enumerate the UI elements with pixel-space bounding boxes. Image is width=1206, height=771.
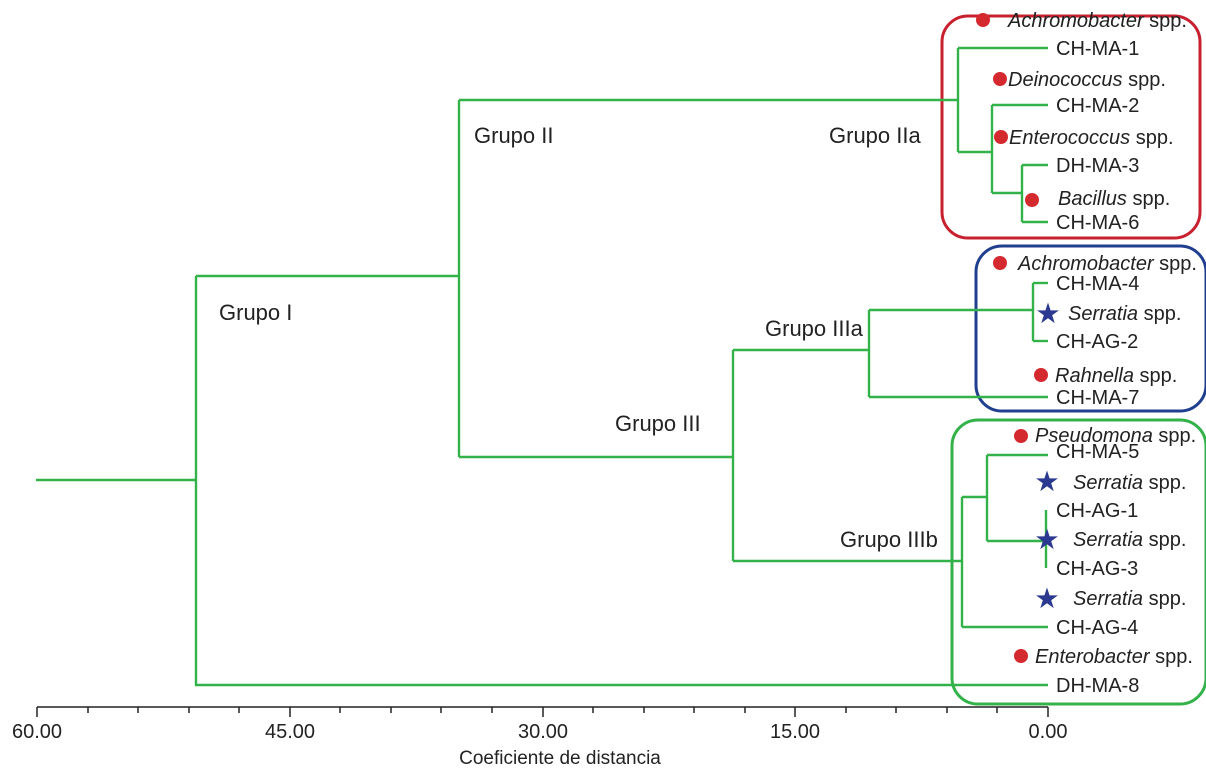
species-label: Serratia spp. xyxy=(1073,588,1186,610)
strain-label: DH-MA-8 xyxy=(1056,675,1139,697)
node-IIa-sub xyxy=(958,105,994,193)
red-dot-icon xyxy=(993,72,1007,86)
red-dot-icon xyxy=(1034,368,1048,382)
node-grupo-IIIb xyxy=(733,497,964,627)
strain-label: CH-MA-7 xyxy=(1056,387,1139,409)
node-grupo-II-III xyxy=(196,100,461,457)
red-dot-icon xyxy=(1014,649,1028,663)
species-label: Achromobacter spp. xyxy=(1017,253,1197,275)
strain-label: CH-AG-2 xyxy=(1056,331,1138,353)
red-dot-icon xyxy=(976,13,990,27)
species-label: Serratia spp. xyxy=(1073,529,1186,551)
axis-tick-label: 0.00 xyxy=(1029,721,1068,743)
species-label: Serratia spp. xyxy=(1073,472,1186,494)
genus-markers xyxy=(976,13,1059,663)
axis-title: Coeficiente de distancia xyxy=(459,748,661,769)
axis-tick-label: 45.00 xyxy=(265,721,315,743)
species-label: Deinococcus spp. xyxy=(1008,69,1166,91)
red-dot-icon xyxy=(993,256,1007,270)
group-label-II: Grupo II xyxy=(474,123,553,148)
axis-tick-label: 30.00 xyxy=(518,721,568,743)
node-IIa-subsub xyxy=(992,165,1024,222)
node-grupo-IIa xyxy=(459,48,960,152)
distance-axis xyxy=(36,706,1049,717)
axis-tick-label: 60.00 xyxy=(12,721,62,743)
strain-label: CH-AG-3 xyxy=(1056,558,1138,580)
strain-label: CH-AG-4 xyxy=(1056,617,1138,639)
group-box-IIa xyxy=(940,14,1202,240)
blue-star-icon xyxy=(1037,302,1059,324)
strain-label: CH-MA-1 xyxy=(1056,38,1139,60)
strain-label: CH-AG-1 xyxy=(1056,500,1138,522)
strain-label: CH-MA-5 xyxy=(1056,441,1139,463)
species-label: Pseudomona spp. xyxy=(1035,425,1196,447)
group-label-IIa: Grupo IIa xyxy=(829,123,921,148)
node-IIIb-subsub xyxy=(987,510,1048,568)
strain-label: CH-MA-6 xyxy=(1056,212,1139,234)
red-dot-icon xyxy=(1025,193,1039,207)
node-root xyxy=(194,276,1048,687)
node-IIIb-sub xyxy=(962,455,989,541)
strain-label: DH-MA-3 xyxy=(1056,155,1139,177)
blue-star-icon xyxy=(1036,528,1058,550)
tree-branches xyxy=(36,46,1048,687)
group-box-IIIa xyxy=(974,244,1206,413)
axis-tick-label: 15.00 xyxy=(770,721,820,743)
species-label: Rahnella spp. xyxy=(1055,365,1177,387)
group-label-III: Grupo III xyxy=(615,411,701,436)
red-dot-icon xyxy=(994,130,1008,144)
blue-star-icon xyxy=(1036,587,1058,609)
node-IIIa-sub xyxy=(869,283,1035,341)
node-grupo-IIIa xyxy=(733,310,871,397)
node-grupo-III xyxy=(459,350,735,561)
red-dot-icon xyxy=(1014,429,1028,443)
group-label-IIIb: Grupo IIIb xyxy=(840,527,938,552)
species-label: Enterobacter spp. xyxy=(1035,646,1193,668)
blue-star-icon xyxy=(1036,470,1058,492)
species-label: Serratia spp. xyxy=(1068,303,1181,325)
strain-label: CH-MA-2 xyxy=(1056,95,1139,117)
species-label: Enterococcus spp. xyxy=(1009,127,1174,149)
species-label: Achromobacter spp. xyxy=(1007,10,1187,32)
strain-label: CH-MA-4 xyxy=(1056,273,1139,295)
species-label: Bacillus spp. xyxy=(1058,188,1170,210)
group-label-I: Grupo I xyxy=(219,300,292,325)
group-label-IIIa: Grupo IIIa xyxy=(765,316,864,341)
